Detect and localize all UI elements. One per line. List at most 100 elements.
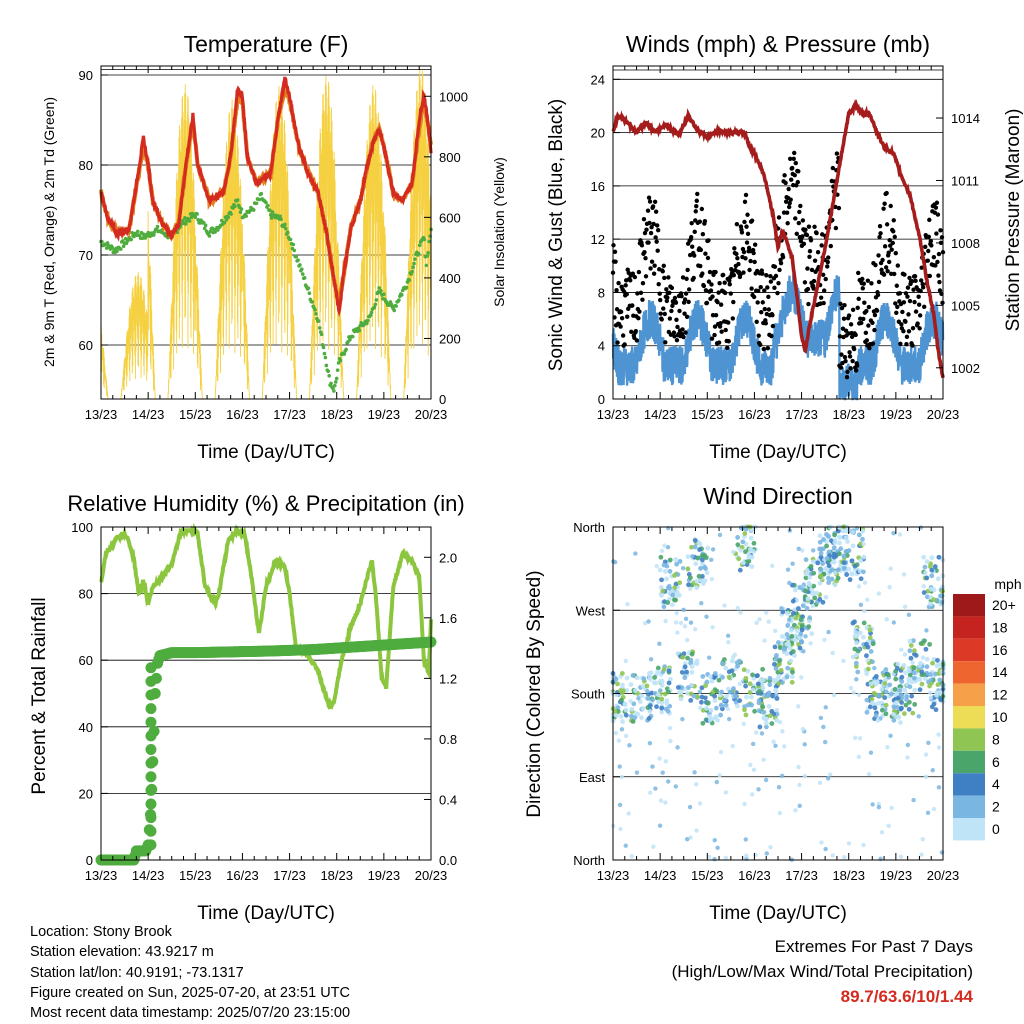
direction-point: [805, 596, 811, 602]
gust-point: [895, 304, 900, 310]
direction-point: [829, 576, 835, 582]
gust-point: [933, 263, 938, 268]
direction-point: [699, 561, 705, 567]
gust-point: [770, 312, 775, 318]
direction-point: [917, 687, 923, 693]
direction-point: [625, 602, 630, 607]
gust-point: [879, 267, 884, 273]
gust-point: [655, 248, 660, 253]
direction-point: [678, 620, 684, 626]
direction-point: [696, 573, 702, 579]
x-tick-label: 15/23: [691, 868, 724, 883]
gust-point: [717, 281, 722, 286]
winds-ylabel: Sonic Wind & Gust (Blue, Black): [546, 99, 567, 371]
direction-point: [719, 689, 725, 695]
gust-point: [881, 272, 887, 277]
direction-point: [801, 649, 806, 654]
direction-point: [912, 701, 918, 707]
gust-point: [792, 150, 797, 156]
direction-point: [876, 692, 882, 698]
direction-point: [645, 688, 650, 694]
direction-point: [656, 692, 661, 698]
gust-point: [778, 260, 784, 266]
direction-point: [756, 698, 762, 703]
gust-point: [848, 366, 853, 371]
direction-point: [641, 676, 647, 682]
gust-point: [812, 258, 818, 263]
direction-point: [899, 705, 904, 711]
gust-point: [762, 288, 767, 293]
gust-point: [828, 243, 833, 249]
gust-point: [630, 271, 635, 276]
gust-point: [758, 342, 763, 348]
direction-point: [832, 532, 837, 538]
gust-point: [873, 262, 878, 268]
wind-line: [611, 274, 945, 401]
direction-point: [837, 540, 842, 546]
x-tick-label: 14/23: [132, 407, 165, 422]
precip-point: [145, 662, 157, 674]
direction-point: [655, 665, 661, 671]
direction-point: [670, 592, 676, 598]
humidity-ylabel: Percent & Total Rainfall: [29, 597, 50, 794]
direction-point: [860, 536, 865, 542]
gust-point: [755, 300, 760, 305]
humidity-plot-area: 13/23 14/23 15/23 16/23 17/23 18/23 19/23 20/23…: [71, 520, 457, 883]
gust-point: [713, 312, 719, 318]
gust-point: [855, 305, 860, 311]
direction-point: [742, 707, 747, 713]
direction-point: [707, 655, 712, 660]
direction-point: [654, 704, 659, 710]
direction-point: [844, 572, 850, 577]
direction-point: [921, 554, 927, 560]
gust-point: [776, 280, 781, 286]
direction-point: [633, 551, 638, 556]
dewpoint-point: [229, 212, 233, 216]
dewpoint-point: [319, 332, 324, 337]
direction-point: [934, 663, 940, 669]
direction-point: [723, 855, 729, 860]
gust-point: [794, 231, 799, 236]
precip-point: [145, 798, 157, 810]
gust-point: [913, 278, 918, 284]
dewpoint-point: [181, 218, 185, 223]
direction-point: [700, 557, 705, 563]
direction-point: [623, 843, 628, 848]
dewpoint-point: [366, 318, 370, 323]
dewpoint-point: [335, 368, 340, 372]
direction-point: [694, 658, 700, 664]
gust-point: [772, 285, 777, 291]
direction-point: [929, 555, 935, 561]
precip-point: [145, 703, 157, 715]
direction-point: [735, 542, 741, 548]
gust-point: [673, 300, 679, 305]
direction-point: [663, 618, 668, 624]
gust-point: [706, 238, 711, 243]
direction-point: [838, 563, 844, 569]
direction-point: [683, 616, 689, 622]
direction-point: [865, 658, 870, 663]
precip-point: [145, 812, 157, 824]
direction-point: [790, 649, 796, 654]
gust-point: [644, 227, 649, 232]
extremes-subtitle: (High/Low/Max Wind/Total Precipitation): [671, 962, 973, 981]
direction-point: [837, 534, 842, 540]
direction-point: [707, 674, 713, 680]
gust-point: [936, 273, 941, 278]
gust-point: [685, 267, 690, 273]
direction-point: [863, 641, 869, 647]
direction-point: [846, 548, 852, 553]
gust-point: [886, 250, 891, 255]
gust-point: [910, 325, 916, 331]
gust-point: [697, 219, 703, 224]
colorbar-swatch: [953, 706, 985, 729]
direction-point: [677, 580, 683, 586]
y-tick-label: 100: [71, 520, 93, 535]
direction-point: [704, 614, 709, 619]
direction-point: [659, 705, 665, 711]
gust-point: [652, 199, 658, 204]
direction-point: [869, 696, 875, 702]
gust-point: [745, 231, 751, 237]
direction-point: [692, 538, 698, 543]
direction-point: [754, 673, 760, 679]
